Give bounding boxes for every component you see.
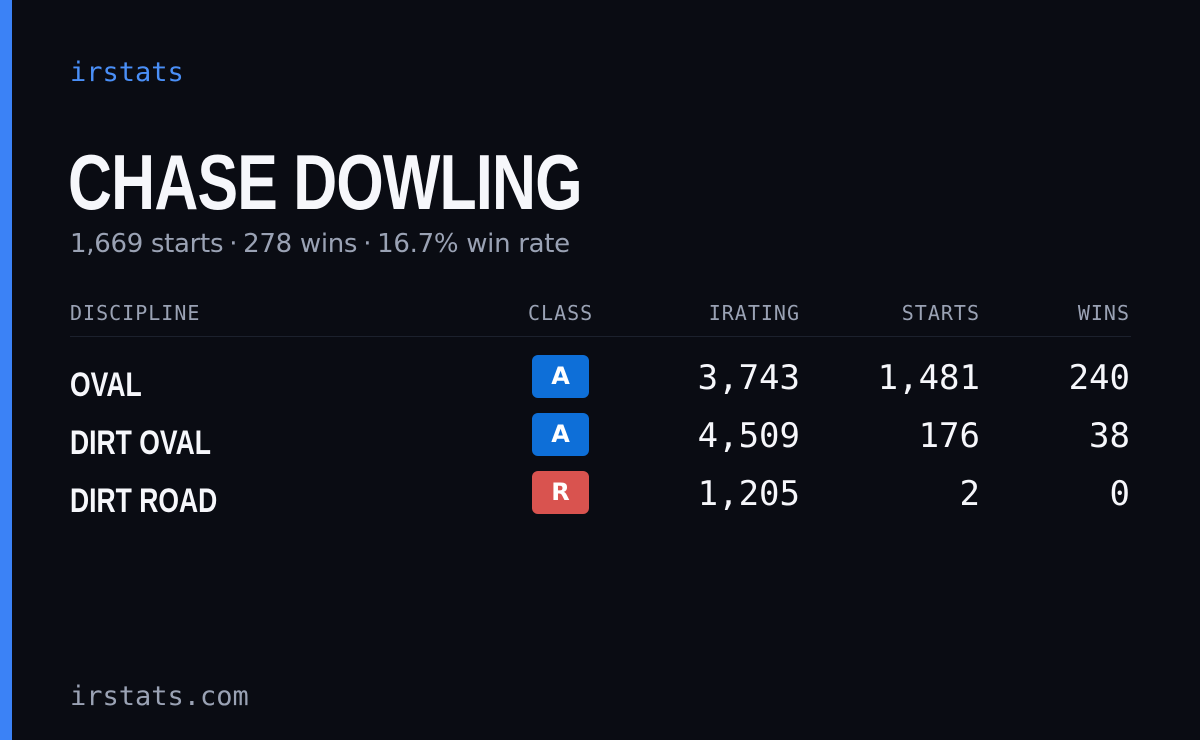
header-discipline: DISCIPLINE (70, 301, 201, 325)
irating-value: 3,743 (697, 358, 800, 398)
irating-value: 4,509 (697, 416, 800, 456)
class-badge: R (532, 471, 589, 514)
stats-table: DISCIPLINE CLASS IRATING STARTS WINS OVA… (70, 296, 1131, 527)
starts-value: 176 (918, 416, 980, 456)
irating-value: 1,205 (697, 474, 800, 514)
table-row: DIRT ROAD R 1,205 2 0 (70, 469, 1131, 527)
footer-url: irstats.com (70, 681, 249, 712)
page-title: CHASE DOWLING (68, 138, 583, 226)
discipline-name: DIRT OVAL (70, 424, 211, 462)
discipline-name: OVAL (70, 366, 142, 404)
summary-separator: · (363, 229, 372, 259)
summary-separator: · (229, 229, 238, 259)
player-summary: 1,669 starts · 278 wins · 16.7% win rate (70, 226, 570, 262)
table-header: DISCIPLINE CLASS IRATING STARTS WINS (70, 296, 1131, 337)
discipline-name: DIRT ROAD (70, 482, 218, 520)
starts-value: 2 (959, 474, 980, 514)
accent-bar (0, 0, 12, 740)
header-starts: STARTS (901, 301, 980, 325)
header-irating: IRATING (708, 301, 800, 325)
wins-value: 38 (1089, 416, 1130, 456)
header-class: CLASS (528, 301, 594, 325)
class-badge: A (532, 413, 589, 456)
wins-value: 0 (1109, 474, 1130, 514)
brand-logo: irstats (70, 57, 184, 88)
summary-win-rate: 16.7% win rate (377, 229, 570, 259)
header-wins: WINS (1077, 301, 1130, 325)
wins-value: 240 (1068, 358, 1130, 398)
summary-starts: 1,669 starts (70, 229, 224, 259)
table-body: OVAL A 3,743 1,481 240 DIRT OVAL A 4,509… (70, 337, 1131, 527)
summary-wins: 278 wins (243, 229, 358, 259)
table-row: DIRT OVAL A 4,509 176 38 (70, 411, 1131, 469)
class-badge: A (532, 355, 589, 398)
starts-value: 1,481 (877, 358, 980, 398)
table-row: OVAL A 3,743 1,481 240 (70, 353, 1131, 411)
